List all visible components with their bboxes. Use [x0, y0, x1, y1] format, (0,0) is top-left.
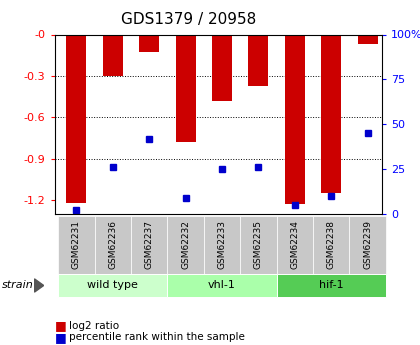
Text: ■: ■ — [55, 319, 66, 333]
Text: GSM62237: GSM62237 — [145, 220, 154, 269]
Bar — [139, 34, 159, 52]
Text: log2 ratio: log2 ratio — [69, 321, 119, 331]
Bar — [357, 34, 378, 44]
Bar — [212, 34, 232, 101]
Text: GSM62239: GSM62239 — [363, 220, 372, 269]
Text: strain: strain — [2, 280, 34, 290]
Text: GSM62234: GSM62234 — [290, 220, 299, 269]
Bar — [285, 34, 305, 204]
Text: GSM62232: GSM62232 — [181, 220, 190, 269]
Text: hif-1: hif-1 — [319, 280, 344, 290]
Text: percentile rank within the sample: percentile rank within the sample — [69, 333, 245, 342]
Text: GSM62236: GSM62236 — [108, 220, 117, 269]
Text: GDS1379 / 20958: GDS1379 / 20958 — [121, 12, 257, 27]
Text: GSM62235: GSM62235 — [254, 220, 263, 269]
Text: wild type: wild type — [87, 280, 138, 290]
Bar — [66, 34, 87, 203]
Text: vhl-1: vhl-1 — [208, 280, 236, 290]
Text: GSM62233: GSM62233 — [218, 220, 226, 269]
Bar — [321, 34, 341, 193]
Polygon shape — [34, 279, 44, 292]
Text: GSM62231: GSM62231 — [72, 220, 81, 269]
Bar — [103, 34, 123, 76]
Bar — [248, 34, 268, 86]
Text: ■: ■ — [55, 331, 66, 344]
Bar — [176, 34, 196, 142]
Text: GSM62238: GSM62238 — [327, 220, 336, 269]
